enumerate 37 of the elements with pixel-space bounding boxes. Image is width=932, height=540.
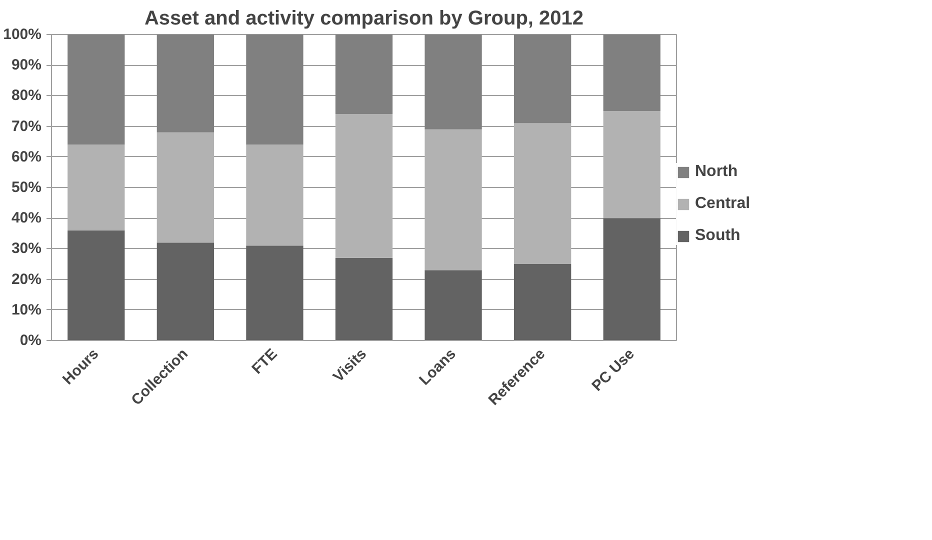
bar bbox=[514, 34, 572, 124]
x-tick-label: PC Use bbox=[588, 345, 638, 395]
y-tick-label: 30% bbox=[11, 240, 42, 258]
bar bbox=[156, 132, 214, 243]
y-tick-label: 40% bbox=[11, 210, 42, 227]
bar bbox=[335, 34, 393, 114]
y-tick-label: 90% bbox=[11, 56, 42, 74]
chart-title: Asset and activity comparison by Group, 2012 bbox=[144, 8, 584, 30]
bar bbox=[68, 144, 125, 230]
y-tick-label: 10% bbox=[11, 301, 42, 318]
bar bbox=[424, 270, 482, 340]
bar bbox=[68, 34, 125, 145]
legend-label: South bbox=[695, 227, 740, 245]
bar bbox=[246, 246, 304, 340]
y-tick-label: 80% bbox=[11, 87, 42, 104]
y-tick-label: 0% bbox=[20, 332, 42, 349]
bar bbox=[603, 111, 660, 218]
bar bbox=[603, 218, 660, 340]
y-tick-label: 70% bbox=[11, 118, 42, 135]
bar bbox=[514, 264, 572, 340]
legend-label: North bbox=[695, 163, 738, 181]
bar bbox=[424, 129, 482, 270]
bar bbox=[246, 34, 304, 145]
bar bbox=[156, 242, 214, 340]
bar bbox=[603, 34, 660, 111]
y-tick-label: 60% bbox=[11, 148, 42, 166]
bar bbox=[246, 144, 304, 246]
bar bbox=[335, 258, 393, 340]
legend-label: Central bbox=[695, 195, 750, 213]
y-tick-label: 50% bbox=[11, 179, 42, 196]
y-tick-label: 20% bbox=[11, 270, 42, 288]
bar bbox=[68, 230, 125, 340]
y-tick-label: 100% bbox=[3, 26, 42, 43]
bar bbox=[156, 34, 214, 132]
bar bbox=[514, 123, 572, 264]
bar bbox=[424, 34, 482, 130]
bar bbox=[335, 114, 393, 258]
